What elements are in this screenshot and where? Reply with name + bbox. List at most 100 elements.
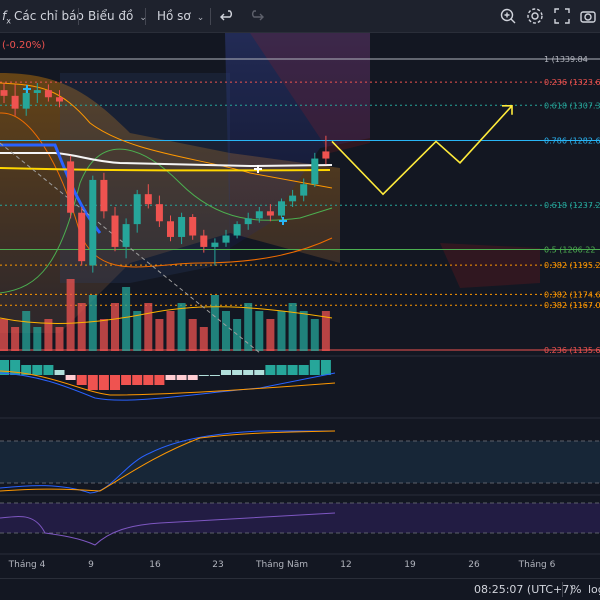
- candle-body: [67, 161, 75, 213]
- candle-body: [0, 90, 8, 96]
- volume-bar: [321, 311, 330, 351]
- quick-search-icon[interactable]: [498, 6, 518, 26]
- projection-path: [331, 105, 513, 196]
- volume-bars: [0, 279, 330, 351]
- histogram-bar: [187, 375, 198, 380]
- toolbar-divider: [78, 8, 79, 25]
- candle-body: [144, 194, 152, 205]
- candle-body: [122, 224, 130, 247]
- candle-body: [233, 224, 241, 236]
- volume-bar: [88, 295, 97, 351]
- x-tick-label: 26: [468, 560, 480, 570]
- candle-body: [44, 90, 52, 98]
- volume-bar: [111, 303, 119, 351]
- candle-body: [100, 179, 108, 212]
- candle-body: [178, 216, 186, 237]
- histogram-bar: [43, 365, 54, 375]
- volume-bar: [188, 319, 197, 351]
- candle-body: [111, 215, 119, 247]
- candle-body: [222, 235, 230, 243]
- candle-body: [33, 90, 41, 93]
- cross-markers: [23, 85, 287, 225]
- projection-zigzag: [331, 105, 513, 196]
- volume-bar: [66, 279, 75, 351]
- volume-bar: [44, 319, 53, 351]
- chevron-down-icon: ⌄: [196, 13, 205, 23]
- indicators-button[interactable]: Các chỉ báo: [14, 9, 84, 23]
- candle-body: [11, 95, 19, 109]
- candle-body: [200, 235, 208, 247]
- volume-bar: [55, 327, 64, 351]
- toolbar-divider: [145, 8, 146, 25]
- redo-icon[interactable]: [246, 6, 266, 26]
- x-tick-label: 19: [404, 560, 416, 570]
- histogram-bar: [320, 360, 331, 375]
- macd-line: [0, 372, 336, 401]
- candle-body: [266, 211, 274, 216]
- x-tick-label: 12: [340, 560, 351, 570]
- histogram-bar: [110, 375, 120, 390]
- toolbar-divider: [210, 8, 211, 25]
- histogram-bar: [143, 375, 154, 385]
- histogram-bar: [165, 375, 176, 380]
- histogram-bar: [287, 365, 298, 375]
- histogram-bar: [76, 375, 87, 385]
- x-tick-label: 16: [149, 560, 161, 570]
- volume-bar: [122, 287, 131, 351]
- rsi-line: [0, 512, 336, 546]
- status-bar: 08:25:07 (UTC+7) % log: [0, 578, 600, 600]
- histogram-bar: [298, 365, 309, 375]
- volume-bar: [99, 319, 108, 351]
- signal-line: [0, 370, 336, 396]
- undo-icon[interactable]: [218, 6, 238, 26]
- histogram-bar: [65, 375, 76, 380]
- histogram-bar: [221, 370, 231, 375]
- x-tick-label: Tháng 4: [8, 560, 46, 570]
- volume-bar: [77, 303, 86, 351]
- candle-body: [56, 97, 63, 102]
- fx-indicator-icon[interactable]: fx: [2, 9, 11, 26]
- top-toolbar: fx Các chỉ báo Biểu đồ ⌄ Hồ sơ ⌄: [0, 0, 600, 33]
- candle-body: [255, 211, 263, 219]
- candle-body: [322, 151, 330, 159]
- fib-level-label: 0.236 (1323.64: [544, 78, 600, 87]
- candle-body: [278, 201, 285, 216]
- percent-toggle[interactable]: %: [571, 583, 582, 596]
- candle-body: [89, 179, 97, 266]
- candle-body: [189, 216, 197, 236]
- volume-bar: [144, 303, 153, 351]
- histogram-bar: [309, 360, 320, 375]
- volume-bar: [244, 303, 253, 351]
- stoch-k: [0, 430, 335, 494]
- status-divider: [562, 582, 563, 597]
- snapshot-camera-icon[interactable]: [578, 6, 598, 26]
- settings-gear-icon[interactable]: [525, 6, 545, 26]
- volume-bar: [277, 311, 286, 351]
- volume-bar: [0, 319, 8, 351]
- candle-body: [244, 218, 252, 225]
- volume-bar: [222, 311, 230, 351]
- histogram-bar: [21, 365, 32, 375]
- rsi-band: [0, 503, 600, 533]
- chart-type-dropdown[interactable]: Biểu đồ ⌄: [88, 9, 147, 23]
- volume-bar: [155, 319, 164, 351]
- histogram-bar: [87, 375, 98, 390]
- chart-area[interactable]: 1 (1339.84 0.236 (1323.64 0.618 (1307.35 0.…: [0, 33, 600, 578]
- volume-bar: [310, 319, 319, 351]
- price-chart[interactable]: 1 (1339.84 0.236 (1323.64 0.618 (1307.35 0.…: [0, 33, 600, 578]
- histogram-bar: [121, 375, 132, 385]
- fullscreen-icon[interactable]: [552, 6, 572, 26]
- fib-level-label: 1 (1339.84: [544, 55, 588, 64]
- profile-dropdown[interactable]: Hồ sơ ⌄: [157, 9, 205, 23]
- fibonacci-levels: 1 (1339.84 0.236 (1323.64 0.618 (1307.35 0.…: [0, 55, 600, 355]
- histogram-bar: [32, 365, 43, 375]
- macd-histogram: [0, 360, 331, 390]
- histogram-bar: [176, 375, 187, 380]
- volume-bar: [299, 311, 308, 351]
- candlesticks: [0, 83, 330, 273]
- fib-level-label: 0.618 (1237.26: [544, 201, 600, 210]
- volume-bar: [177, 303, 186, 351]
- log-toggle[interactable]: log: [588, 583, 600, 596]
- volume-bar: [11, 327, 20, 351]
- histogram-bar: [154, 375, 165, 385]
